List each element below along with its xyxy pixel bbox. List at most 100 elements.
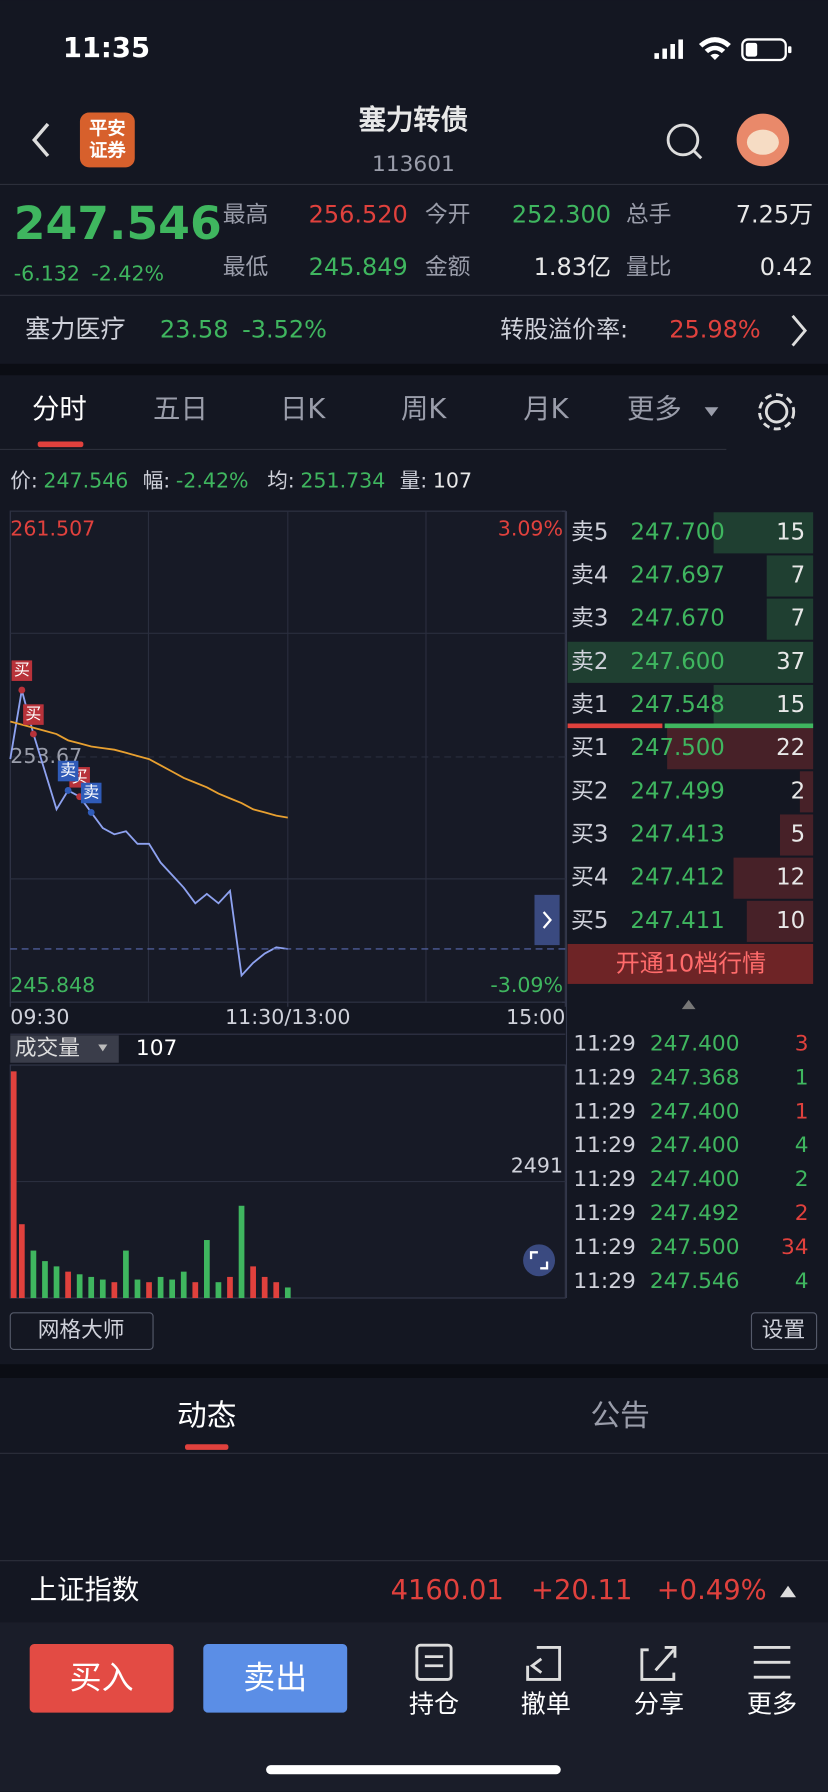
- book-label: 买3: [571, 822, 608, 848]
- price-line: [9, 689, 288, 978]
- volume-bar: [250, 1266, 256, 1299]
- volume-selector[interactable]: [10, 1035, 119, 1063]
- volume-bar: [30, 1250, 37, 1299]
- back-button[interactable]: [32, 122, 50, 158]
- trade-price: 247.400: [650, 1031, 740, 1056]
- info-label: 均:: [267, 468, 294, 492]
- price-change: -6.132: [14, 262, 80, 286]
- feed-tab[interactable]: 动态: [177, 1398, 236, 1433]
- index-change: +20.11: [531, 1575, 632, 1606]
- book-label: 买5: [571, 908, 608, 934]
- grid-button-text[interactable]: 网格大师: [38, 1318, 125, 1343]
- y-tick-label: 261.507: [10, 516, 95, 540]
- book-volume: 10: [776, 908, 805, 934]
- stat-value: 256.520: [309, 200, 408, 228]
- buy-button[interactable]: [29, 1644, 174, 1713]
- volume-bar: [192, 1282, 199, 1299]
- action-label[interactable]: 更多: [747, 1690, 797, 1719]
- logo-text: 证券: [89, 139, 126, 161]
- trade-volume: 34: [781, 1235, 809, 1260]
- sell-text[interactable]: 卖出: [243, 1658, 307, 1696]
- feed-tab[interactable]: 公告: [590, 1398, 649, 1433]
- underlying-name: 塞力医疗: [25, 315, 125, 344]
- trade-price: 247.400: [650, 1099, 740, 1124]
- tab[interactable]: 月K: [523, 394, 569, 425]
- info-value: 247.546: [43, 468, 128, 492]
- broker-logo: [79, 112, 135, 168]
- avatar[interactable]: [736, 113, 790, 167]
- tab-underline: [185, 1444, 229, 1450]
- trade-marker: [80, 782, 102, 804]
- tab[interactable]: 分时: [32, 394, 87, 425]
- sell-button[interactable]: [203, 1644, 348, 1713]
- book-price: 247.670: [630, 606, 724, 632]
- fullscreen-button[interactable]: [523, 1244, 556, 1277]
- book-volume: 12: [776, 865, 805, 891]
- status-icons: [654, 37, 792, 62]
- buy-text[interactable]: 买入: [70, 1658, 134, 1696]
- volume-bar: [111, 1282, 118, 1299]
- stat-value: 7.25万: [736, 200, 813, 228]
- volume-bar: [146, 1282, 152, 1299]
- book-volume: 5: [791, 822, 806, 848]
- last-price: 247.546: [14, 197, 222, 250]
- info-label: 幅:: [143, 468, 170, 492]
- book-price: 247.600: [630, 649, 724, 675]
- trade-marker-text: 卖: [83, 782, 99, 801]
- index-value: 4160.01: [391, 1575, 504, 1606]
- action-label[interactable]: 持仓: [409, 1690, 459, 1719]
- volume-bar: [215, 1282, 222, 1299]
- settings-button[interactable]: [750, 1312, 818, 1350]
- settings-button-text[interactable]: 设置: [762, 1318, 805, 1343]
- x-tick-label: 11:30/13:00: [225, 1005, 350, 1029]
- volume-bar: [134, 1279, 141, 1299]
- trade-marker-text: 买: [14, 660, 30, 679]
- status-time: 11:35: [63, 33, 150, 64]
- settings-gear[interactable]: [758, 393, 796, 431]
- trade-price: 247.492: [650, 1201, 740, 1226]
- book-label: 卖5: [571, 519, 608, 545]
- trade-time: 11:29: [573, 1099, 636, 1124]
- y2-tick-label: -3.09%: [490, 973, 563, 997]
- trade-point: [87, 808, 95, 816]
- book-label: 买2: [571, 778, 608, 804]
- tab[interactable]: 五日: [153, 394, 208, 425]
- action-label[interactable]: 撤单: [521, 1690, 571, 1719]
- index-name: 上证指数: [30, 1575, 140, 1606]
- trade-volume: 2: [795, 1167, 809, 1192]
- volume-bar: [88, 1276, 95, 1299]
- expand-book-button[interactable]: [534, 894, 560, 946]
- dropdown-arrow: [98, 1044, 108, 1052]
- trade-point: [64, 787, 72, 794]
- trade-marker: [57, 760, 79, 782]
- upgrade-text[interactable]: 开通10档行情: [616, 950, 766, 978]
- tab[interactable]: 日K: [280, 394, 326, 425]
- upgrade-button[interactable]: [567, 943, 814, 984]
- book-label: 买1: [571, 735, 608, 761]
- book-volume: 7: [791, 562, 806, 588]
- depth-bar: [766, 555, 814, 597]
- trade-volume: 3: [795, 1031, 809, 1056]
- book-price: 247.700: [630, 519, 724, 545]
- tab[interactable]: 周K: [401, 394, 447, 425]
- book-label: 买4: [571, 865, 608, 891]
- search-button[interactable]: [666, 123, 703, 160]
- trade-volume: 2: [795, 1201, 809, 1226]
- trade-price: 247.500: [650, 1235, 740, 1260]
- action-label[interactable]: 分享: [634, 1690, 684, 1719]
- chevron: [542, 911, 552, 929]
- volume-bar: [261, 1276, 268, 1299]
- chevron[interactable]: [791, 314, 808, 347]
- volume-bar: [99, 1279, 106, 1299]
- grid-button[interactable]: [9, 1312, 154, 1350]
- expand-arrow[interactable]: [780, 1585, 797, 1598]
- tab[interactable]: 更多: [627, 394, 682, 425]
- y-tick-label: 245.848: [10, 973, 95, 997]
- book-price: 247.499: [630, 778, 724, 804]
- x-tick-label: 15:00: [506, 1005, 565, 1029]
- index-change-pct: +0.49%: [657, 1575, 767, 1606]
- premium-value: 25.98%: [669, 316, 760, 344]
- depth-bar: [713, 512, 814, 554]
- volume-bar: [65, 1271, 71, 1299]
- book-price: 247.411: [630, 908, 724, 934]
